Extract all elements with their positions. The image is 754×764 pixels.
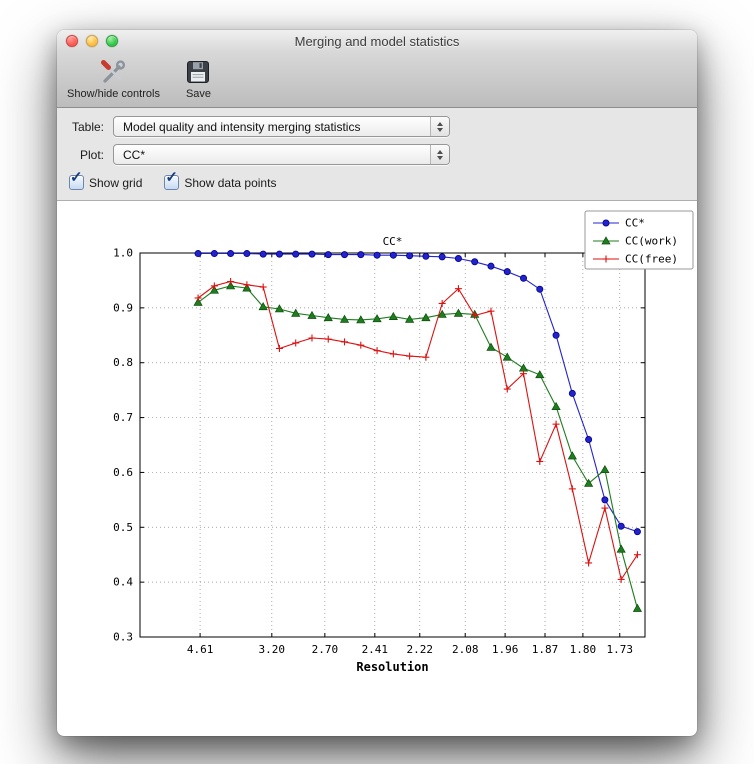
series-cc- xyxy=(194,250,641,536)
y-tick-label: 0.3 xyxy=(113,631,133,644)
x-tick-label: 2.70 xyxy=(312,643,339,656)
legend-box xyxy=(584,210,694,270)
y-tick-label: 0.6 xyxy=(113,466,133,479)
y-tick-label: 0.9 xyxy=(113,301,133,314)
x-tick-label: 2.22 xyxy=(407,643,434,656)
legend-label: CC(free) xyxy=(625,253,678,266)
popup-arrows-icon xyxy=(430,117,449,136)
plot-label: Plot: xyxy=(79,147,104,162)
plot-select-value: CC* xyxy=(123,147,146,162)
save-floppy-icon xyxy=(186,57,210,87)
popup-arrows-icon xyxy=(430,145,449,164)
traffic-lights xyxy=(66,35,118,47)
show-hide-controls-label: Show/hide controls xyxy=(67,88,160,100)
title-bar[interactable]: Merging and model statistics xyxy=(57,30,697,52)
series-line-cc- xyxy=(198,252,638,533)
window-title: Merging and model statistics xyxy=(294,33,460,49)
series-cc-free- xyxy=(194,278,641,583)
minimize-button[interactable] xyxy=(86,35,98,47)
x-tick-label: 4.61 xyxy=(187,643,214,656)
statistics-chart: 0.3 0.4 0.5 0.6 0.7 0.8 0.9 1.0 4.61 3.20 2.70 2.41… xyxy=(113,210,694,674)
chart-area: 0.3 0.4 0.5 0.6 0.7 0.8 0.9 1.0 4.61 3.20 2.70 2.41… xyxy=(57,201,697,691)
show-data-points-label: Show data points xyxy=(184,175,277,190)
plot-select[interactable]: CC* xyxy=(113,144,450,165)
series-line-cc-free- xyxy=(197,280,638,581)
show-data-points-checkbox[interactable]: ✓ Show data points xyxy=(164,170,277,190)
y-tick-label: 0.4 xyxy=(113,576,133,589)
checkbox-checked-icon: ✓ xyxy=(164,170,180,190)
table-select[interactable]: Model quality and intensity merging stat… xyxy=(113,116,450,137)
legend: CC* CC(work) CC(free) xyxy=(584,210,694,270)
x-tick-label: 1.87 xyxy=(532,643,559,656)
y-tick-label: 0.8 xyxy=(113,356,133,369)
table-label: Table: xyxy=(71,119,104,134)
save-label: Save xyxy=(185,88,212,100)
app-window: Merging and model statistics Show/hide c… xyxy=(57,30,697,736)
y-tick-label: 0.7 xyxy=(113,411,133,424)
y-tick-label: 1.0 xyxy=(113,247,133,260)
series-line-cc-work- xyxy=(197,285,638,609)
x-tick-label: 1.73 xyxy=(607,643,634,656)
table-select-value: Model quality and intensity merging stat… xyxy=(123,119,361,134)
x-axis-label: Resolution xyxy=(356,660,428,674)
x-tick-label: 3.20 xyxy=(259,643,286,656)
controls-panel: Table: Model quality and intensity mergi… xyxy=(57,108,697,201)
save-button[interactable]: Save xyxy=(182,56,215,106)
show-grid-label: Show grid xyxy=(89,175,143,190)
y-tick-label: 0.5 xyxy=(113,521,133,534)
series-cc-work- xyxy=(193,281,643,612)
x-tick-label: 2.08 xyxy=(452,643,479,656)
legend-label: CC* xyxy=(625,217,645,230)
show-hide-controls-button[interactable]: Show/hide controls xyxy=(63,56,164,106)
legend-label: CC(work) xyxy=(625,235,678,248)
zoom-button[interactable] xyxy=(106,35,118,47)
tools-icon xyxy=(99,57,127,87)
chart-title: CC* xyxy=(383,235,403,248)
show-grid-checkbox[interactable]: ✓ Show grid xyxy=(69,170,143,190)
checkbox-checked-icon: ✓ xyxy=(69,170,84,190)
close-button[interactable] xyxy=(66,35,78,47)
x-tick-label: 1.80 xyxy=(570,643,597,656)
toolbar: Show/hide controls Save xyxy=(57,52,697,108)
x-tick-label: 2.41 xyxy=(362,643,389,656)
x-tick-label: 1.96 xyxy=(492,643,519,656)
